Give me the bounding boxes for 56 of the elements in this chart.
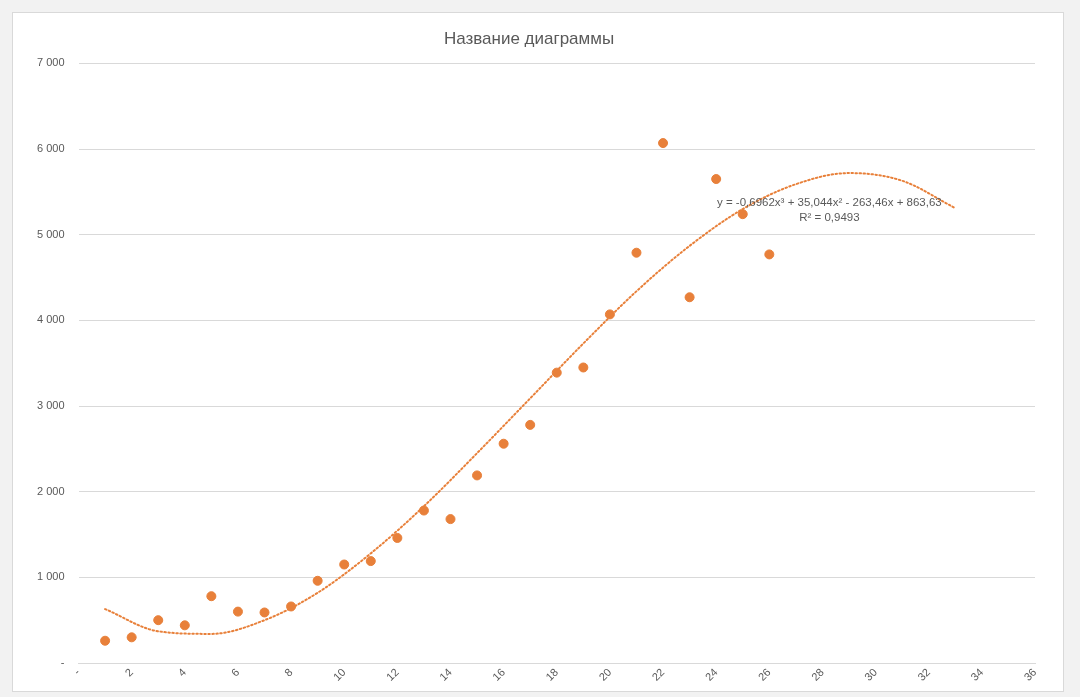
x-tick-label: 4: [175, 665, 189, 679]
x-tick-label: 6: [228, 665, 242, 679]
x-tick-label: 34: [968, 665, 986, 683]
x-tick-label: 22: [649, 665, 667, 683]
point: [232, 606, 243, 617]
y-tick-label: 1 000: [37, 570, 65, 583]
x-tick-label: 36: [1021, 665, 1039, 683]
y-tick-label: 7 000: [37, 56, 65, 69]
point: [711, 174, 722, 185]
y-tick-label: -: [60, 656, 65, 669]
x-tick-label: 28: [808, 665, 827, 683]
x-tick-label: -: [71, 665, 83, 677]
x-tick-label: 30: [862, 665, 880, 683]
point: [179, 620, 190, 631]
x-tick-label: 12: [383, 665, 401, 683]
x-tick-label: 10: [330, 665, 348, 683]
point: [764, 249, 775, 260]
y-tick-label: 5 000: [37, 227, 65, 240]
point: [153, 615, 164, 626]
y-tick-label: 3 000: [37, 399, 65, 412]
x-tick-label: 20: [596, 665, 614, 683]
annotation: R² = 0,9493: [799, 210, 860, 223]
x-tick-label: 24: [702, 665, 720, 683]
point: [631, 247, 642, 258]
point: [737, 209, 748, 220]
point: [498, 438, 509, 449]
point: [418, 505, 429, 516]
y-tick-label: 4 000: [37, 313, 65, 326]
y-tick-label: 2 000: [37, 484, 65, 497]
point: [578, 362, 589, 373]
x-tick-label: 2: [122, 665, 136, 679]
point: [286, 601, 297, 612]
point: [551, 367, 562, 378]
x-tick-label: 18: [543, 665, 561, 683]
point: [365, 556, 376, 567]
point: [658, 138, 669, 149]
point: [684, 292, 695, 303]
x-tick-label: 26: [755, 665, 773, 683]
x-tick-label: 32: [915, 665, 933, 683]
point: [392, 532, 403, 543]
point: [126, 632, 137, 643]
point: [525, 419, 536, 430]
point: [472, 470, 483, 481]
line-series: [104, 172, 957, 635]
point: [312, 575, 323, 586]
point: [259, 607, 270, 618]
y-tick-label: 6 000: [37, 142, 65, 155]
x-tick-label: 8: [281, 665, 295, 679]
point: [339, 559, 350, 570]
x-tick-label: 16: [490, 665, 508, 683]
point: [445, 514, 456, 525]
x-tick-label: 14: [436, 665, 455, 683]
chart-title: Название диаграммы: [443, 28, 615, 48]
point: [100, 635, 111, 646]
point: [604, 309, 615, 320]
point: [206, 591, 217, 602]
